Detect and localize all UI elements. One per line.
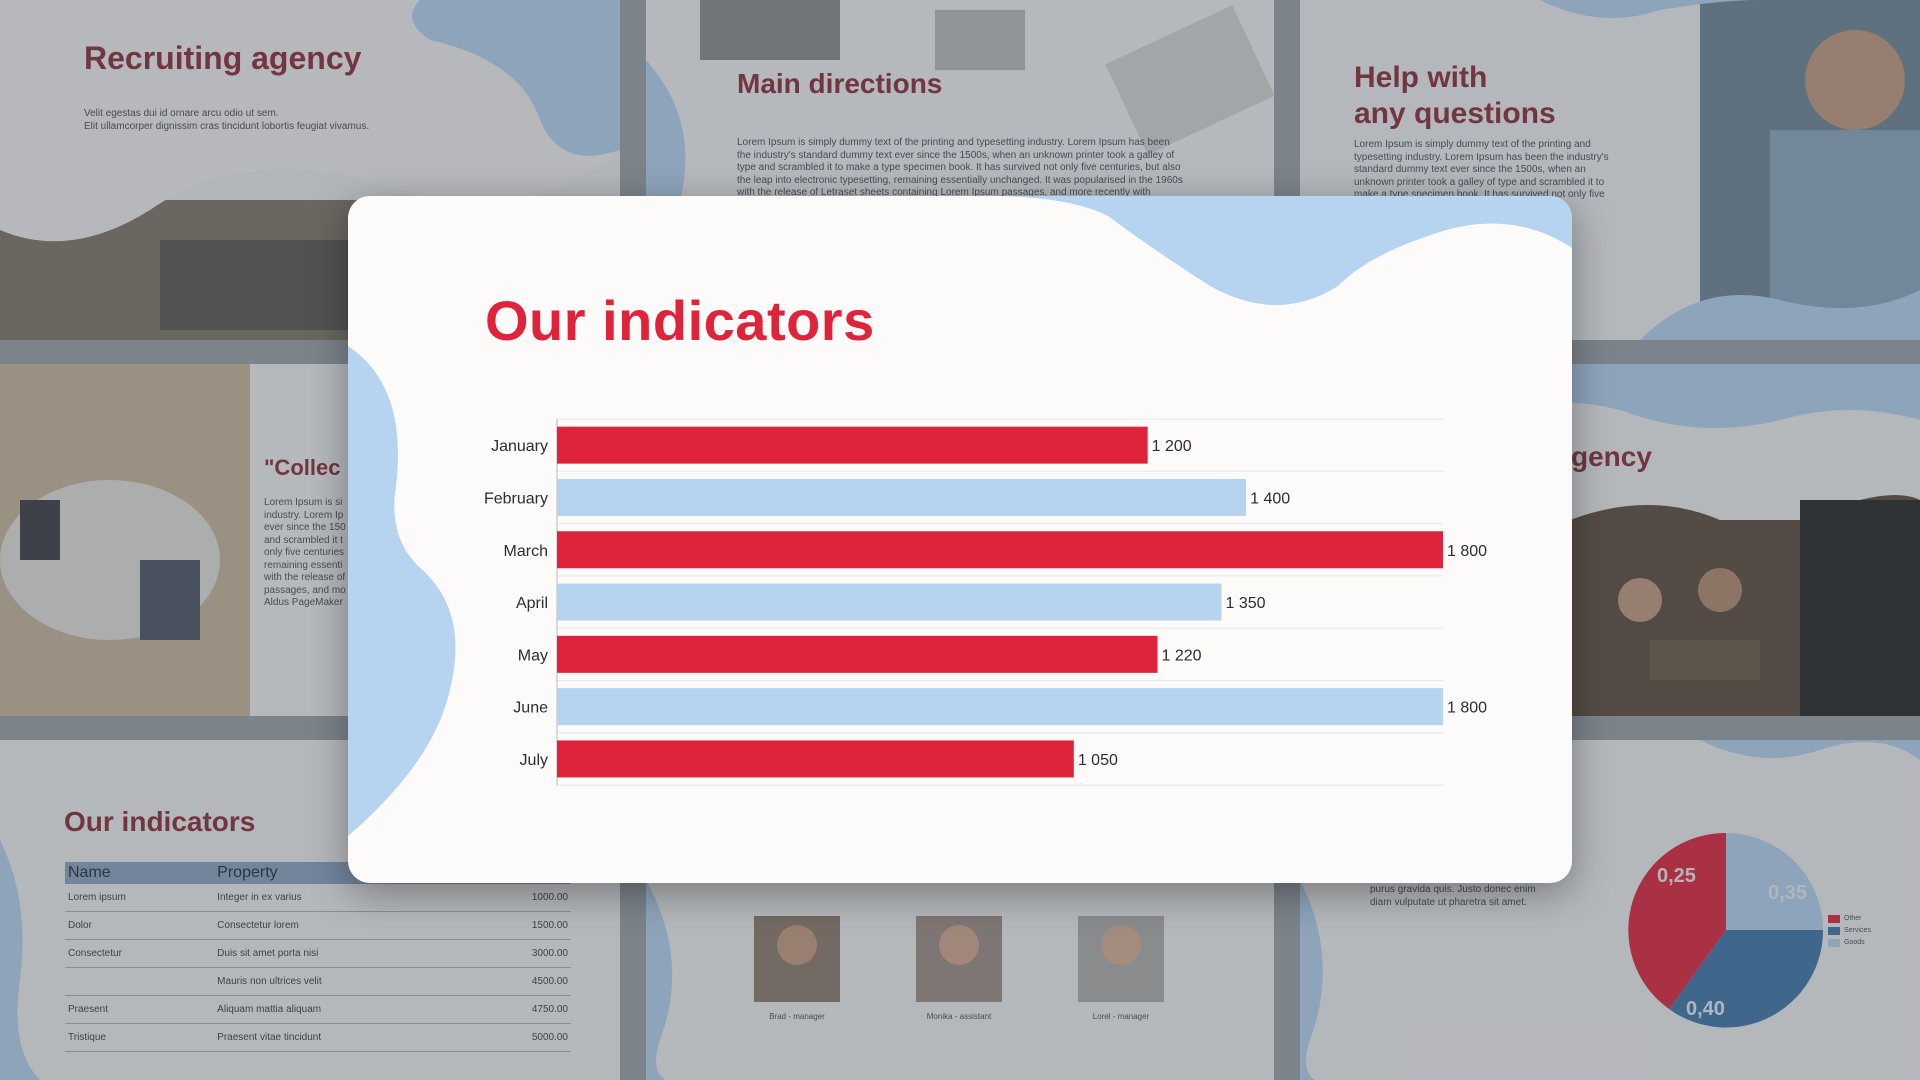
bg-slide-text-collec: Lorem Ipsum is si industry. Lorem Ip eve… <box>264 497 346 610</box>
bg-slide-title-recruiting: Recruiting agency <box>84 40 362 76</box>
category-label: February <box>484 490 548 507</box>
table-cell: Mauris non ultrices velit <box>214 967 473 996</box>
bg-text-line: industry. Lorem Ip <box>264 509 344 521</box>
bg-legend-item: Services <box>1844 927 1871 934</box>
bar <box>557 426 1148 464</box>
bg-data-table: Name Property Lorem ipsum Integer in ex v… <box>65 862 571 1052</box>
bg-slide-text-main-directions: Lorem Ipsum is simply dummy text of the … <box>737 137 1183 200</box>
table-row: Lorem ipsum Integer in ex varius 1000.00 <box>65 884 571 912</box>
bg-slide-title-indicators: Our indicators <box>64 806 256 837</box>
value-label: 1 350 <box>1226 595 1266 612</box>
bg-text-line: with the release of Letraset sheets cont… <box>737 187 1151 198</box>
table-cell: 1500.00 <box>472 911 571 940</box>
bg-text-line: Elit ullamcorper dignissim cras tincidun… <box>84 120 370 132</box>
selected-slide-card[interactable]: Our indicators January 1 200 February 1 400… <box>348 196 1572 883</box>
table-cell <box>65 967 215 996</box>
table-row: Dolor Consectetur lorem 1500.00 <box>65 911 571 940</box>
bg-text-line: the industry's standard dummy text ever … <box>737 149 1175 161</box>
bg-text-line: Velit egestas dui id ornare arcu odio ut… <box>84 108 279 119</box>
bg-text-line: make a type specimen book. It has surviv… <box>1354 189 1605 200</box>
bg-text-line: diam vulputate ut pharetra sit amet. <box>1370 896 1527 908</box>
bg-slide-text-help: Lorem Ipsum is simply dummy text of the … <box>1354 139 1609 202</box>
table-cell: Lorem ipsum <box>65 884 215 912</box>
bg-text-line: purus gravida quis. Justo donec enim <box>1370 884 1536 895</box>
bg-text-line: the leap into electronic typesetting, re… <box>737 174 1183 186</box>
bg-slide-text-pie: purus gravida quis. Justo donec enim dia… <box>1370 884 1536 909</box>
bg-pie-label: 0,40 <box>1686 998 1725 1020</box>
table-row: Consectetur Duis sit amet porta nisi 3000.… <box>65 939 571 968</box>
bg-text-line: Lorem Ipsum is si <box>264 497 343 508</box>
bg-slide-title-main-directions: Main directions <box>737 68 943 99</box>
bg-legend-item: Other <box>1844 915 1862 922</box>
bg-person-caption: Monika - assistant <box>926 1012 992 1021</box>
table-cell: Consectetur <box>65 939 215 968</box>
category-label: March <box>504 543 548 560</box>
table-row: Tristique Praesent vitae tincidunt 5000.00 <box>65 1023 571 1052</box>
bar <box>557 740 1074 778</box>
bg-pie-label: 0,35 <box>1768 882 1807 904</box>
bg-text-line: typesetting industry. Lorem Ipsum has be… <box>1354 151 1609 163</box>
bg-text-line: ever since the 150 <box>264 522 346 533</box>
bar <box>557 531 1443 569</box>
table-cell: 4500.00 <box>472 967 571 996</box>
bg-legend-item: Goods <box>1844 939 1865 946</box>
bg-pie-label: 0,25 <box>1657 865 1696 887</box>
table-cell: 4750.00 <box>472 995 571 1024</box>
table-cell: 3000.00 <box>472 939 571 968</box>
bar <box>557 478 1247 516</box>
bar <box>557 583 1222 621</box>
bg-text-line: Lorem Ipsum is simply dummy text of the … <box>1354 139 1591 150</box>
table-cell: 1000.00 <box>472 884 571 912</box>
table-row: Mauris non ultrices velit 4500.00 <box>65 967 571 996</box>
table-cell: Integer in ex varius <box>214 884 473 912</box>
bg-person-caption: Lorel - manager <box>1092 1012 1150 1021</box>
bar <box>557 635 1158 673</box>
bg-text-line: unknown printer took a galley of type an… <box>1354 176 1605 188</box>
slide-decoration <box>348 196 1572 836</box>
value-label: 1 800 <box>1447 543 1487 560</box>
bg-slide-text-recruiting: Velit egestas dui id ornare arcu odio ut… <box>84 108 369 133</box>
table-cell: Duis sit amet porta nisi <box>214 939 473 968</box>
slide-title: Our indicators <box>485 289 875 352</box>
table-cell: Tristique <box>65 1023 215 1052</box>
bg-text-line: remaining essenti <box>264 559 343 571</box>
value-label: 1 400 <box>1250 490 1290 507</box>
bg-text-line: and scrambled it t <box>264 534 343 546</box>
value-label: 1 050 <box>1078 752 1118 769</box>
category-label: May <box>518 647 548 664</box>
bg-text-line: with the release of <box>264 572 346 583</box>
bg-title-line: any questions <box>1354 97 1556 130</box>
table-cell: Consectetur lorem <box>214 911 473 940</box>
table-header-cell: Name <box>65 862 215 884</box>
bg-text-line: Lorem Ipsum is simply dummy text of the … <box>737 137 1170 148</box>
table-row: Praesent Aliquam mattia aliquam 4750.00 <box>65 995 571 1024</box>
category-label: April <box>516 595 548 612</box>
bg-text-line: only five centuries <box>264 547 345 558</box>
category-label: June <box>513 700 548 717</box>
table-cell: Aliquam mattia aliquam <box>214 995 473 1024</box>
bg-person-caption: Brad - manager <box>769 1012 825 1021</box>
bg-slide-title-collec: "Collec <box>264 455 341 480</box>
table-cell: 5000.00 <box>472 1023 571 1052</box>
bg-text-line: type and scrambled it to make a type spe… <box>737 162 1181 173</box>
bar <box>557 688 1443 726</box>
category-label: January <box>491 438 548 455</box>
background-pie-chart <box>1628 832 1824 1028</box>
value-label: 1 220 <box>1162 647 1202 664</box>
bg-slide-title-agency: gency <box>1571 441 1652 472</box>
value-label: 1 800 <box>1447 700 1487 717</box>
table-cell: Praesent vitae tincidunt <box>214 1023 473 1052</box>
table-cell: Dolor <box>65 911 215 940</box>
bg-text-line: passages, and mo <box>264 584 346 596</box>
category-label: July <box>520 752 548 769</box>
bar-chart: January 1 200 February 1 400 March 1 800 April… <box>484 418 1487 786</box>
bg-text-line: Aldus PageMaker <box>264 597 343 608</box>
bg-title-line: Help with <box>1354 61 1488 94</box>
table-cell: Praesent <box>65 995 215 1024</box>
value-label: 1 200 <box>1152 438 1192 455</box>
bg-text-line: standard dummy text ever since the 1500s… <box>1354 164 1586 175</box>
bg-slide-title-help: Help with any questions <box>1354 60 1556 132</box>
bg-pie-legend: Other Services Goods <box>1844 913 1871 949</box>
